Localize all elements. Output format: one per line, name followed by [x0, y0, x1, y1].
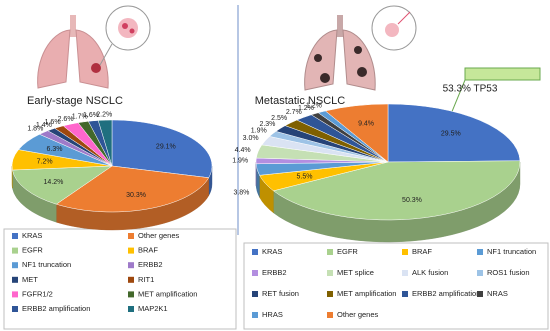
data-label: 1.2% [298, 105, 314, 112]
legend-swatch [12, 291, 18, 298]
legend-label: RIT1 [138, 275, 154, 284]
data-label: 2.5% [271, 115, 287, 122]
legend-box [243, 242, 549, 330]
legend-box [3, 228, 237, 330]
legend-label: BRAF [138, 246, 158, 255]
legend-swatch [128, 233, 134, 239]
data-label: 2.6% [58, 116, 74, 123]
legend-label: Other genes [337, 310, 379, 319]
legend-swatch [128, 276, 134, 283]
legend-swatch [477, 270, 483, 276]
chart-title: Metastatic NSCLC [255, 95, 346, 107]
data-label: 14.2% [44, 179, 64, 186]
data-label: 1.8% [27, 125, 43, 132]
legend-swatch [402, 270, 408, 276]
data-label: 4.4% [235, 147, 251, 154]
data-label: 2.3% [259, 121, 275, 128]
slice [324, 103, 389, 163]
legend-label: MET [22, 275, 38, 284]
legend-swatch [252, 291, 258, 297]
legend-label: MAP2K1 [138, 304, 168, 313]
legend-label: MET amplification [138, 289, 197, 298]
data-label: 1.9% [232, 158, 248, 165]
legend-swatch [402, 291, 408, 297]
legend-label: ALK fusion [412, 268, 448, 277]
slice [387, 103, 521, 163]
data-label: 1.7% [72, 114, 88, 121]
callout-arrow [429, 67, 541, 166]
legend-label: KRAS [262, 247, 282, 256]
chart-title: Early-stage NSCLC [27, 95, 123, 107]
slice [12, 165, 113, 205]
legend-swatch [327, 312, 333, 318]
legend-label: Other genes [138, 231, 180, 240]
legend-label: NF1 truncation [487, 247, 536, 256]
slice [272, 160, 521, 221]
legend-label: ROS1 fusion [487, 268, 530, 277]
legend-swatch [12, 262, 18, 269]
data-label: 50.3% [402, 197, 422, 204]
legend-label: MET splice [337, 268, 374, 277]
legend-swatch [12, 247, 18, 254]
legend-swatch [12, 276, 18, 283]
legend-swatch [12, 233, 18, 239]
data-label: 29.5% [441, 131, 461, 138]
legend-label: MET amplification [337, 289, 396, 298]
data-label: 1.6% [83, 112, 99, 119]
legend-label: EGFR [22, 246, 43, 255]
data-label: 7.2% [37, 159, 53, 166]
data-label: 3.0% [243, 135, 259, 142]
legend-swatch [128, 306, 134, 312]
data-label: 9.4% [358, 121, 374, 128]
slice [55, 165, 210, 213]
legend-swatch [402, 249, 408, 255]
legend-label: ERBB2 amplification [22, 304, 90, 313]
legend-label: ERBB2 amplification [412, 289, 480, 298]
lung-illustration [37, 5, 151, 89]
data-label: 29.1% [156, 144, 176, 151]
legend-label: ERBB2 [262, 268, 287, 277]
data-label: 1.4% [36, 122, 52, 129]
legend-label: EGFR [337, 247, 358, 256]
legend-label: NF1 truncation [22, 260, 71, 269]
legend-swatch [252, 312, 258, 318]
legend-label: HRAS [262, 310, 283, 319]
data-label: 1.6% [45, 119, 61, 126]
legend-label: ERBB2 [138, 260, 163, 269]
data-label: 3.8% [233, 189, 249, 196]
legend-swatch [12, 306, 18, 312]
data-label: 2.7% [286, 109, 302, 116]
legend-swatch [327, 291, 333, 297]
data-label: 6.3% [46, 146, 62, 153]
slice [111, 119, 213, 178]
legend-label: KRAS [22, 231, 42, 240]
data-label: 30.3% [126, 192, 146, 199]
legend-swatch [252, 249, 258, 255]
legend-swatch [327, 249, 333, 255]
legend-swatch [128, 247, 134, 254]
legend-label: RET fusion [262, 289, 299, 298]
legend-swatch [477, 249, 483, 255]
legend-swatch [477, 291, 483, 297]
slice [97, 119, 113, 167]
legend-swatch [252, 270, 258, 276]
charts: 29.1%30.3%14.2%7.2%6.3%1.8%1.4%1.6%2.6%1… [11, 103, 536, 319]
data-label: 5.5% [297, 173, 313, 180]
legend-swatch [128, 262, 134, 269]
legend-label: BRAF [412, 247, 432, 256]
lung-illustration [304, 5, 417, 91]
legend-swatch [327, 270, 333, 276]
data-label: 2.2% [96, 111, 112, 118]
data-label: 1.9% [251, 127, 267, 134]
legend-label: NRAS [487, 289, 508, 298]
legend-label: FGFR1/2 [22, 289, 53, 298]
annotation: 53.3% TP53 [443, 84, 498, 95]
legend-swatch [128, 291, 134, 298]
data-label: 1.2% [306, 103, 322, 110]
